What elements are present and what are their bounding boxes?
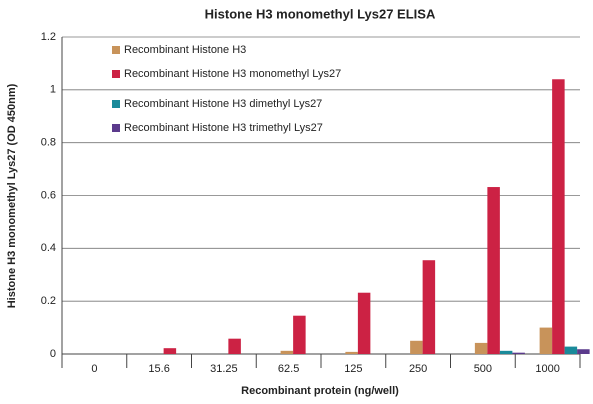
- y-tick-label: 1: [50, 84, 56, 96]
- legend-swatch: [112, 70, 120, 78]
- y-tick-label: 0.6: [41, 189, 56, 201]
- x-axis-title: Recombinant protein (ng/well): [241, 385, 399, 397]
- x-tick-label: 1000: [535, 363, 559, 375]
- x-tick-label: 0: [91, 363, 97, 375]
- x-tick-label: 250: [409, 363, 427, 375]
- bar: [499, 350, 513, 354]
- legend-label: Recombinant Histone H3: [124, 44, 246, 56]
- legend-swatch: [112, 46, 120, 54]
- x-tick-label: 125: [344, 363, 362, 375]
- bar: [280, 350, 294, 354]
- bar: [552, 79, 565, 355]
- bar: [487, 187, 500, 354]
- chart-title: Histone H3 monomethyl Lys27 ELISA: [205, 6, 436, 21]
- bar: [422, 260, 436, 354]
- bar: [345, 351, 358, 354]
- legend-label: Recombinant Histone H3 monomethyl Lys27: [124, 68, 341, 80]
- legend-label: Recombinant Histone H3 dimethyl Lys27: [124, 98, 322, 110]
- legend-swatch: [112, 124, 120, 132]
- bar: [539, 327, 553, 354]
- y-tick-label: 1.2: [41, 31, 56, 43]
- x-tick-label: 62.5: [278, 363, 299, 375]
- x-tick-label: 500: [474, 363, 492, 375]
- y-axis-title: Histone H3 monomethyl Lys27 (OD 450nm): [6, 83, 18, 308]
- y-tick-label: 0: [50, 348, 56, 360]
- bar: [357, 292, 371, 354]
- legend-swatch: [112, 100, 120, 108]
- bar: [410, 340, 423, 354]
- x-tick-label: 31.25: [210, 363, 238, 375]
- bar: [512, 352, 525, 354]
- bar: [474, 342, 488, 354]
- bar: [228, 338, 241, 354]
- y-tick-label: 0.2: [41, 295, 56, 307]
- legend-label: Recombinant Histone H3 trimethyl Lys27: [124, 122, 323, 134]
- bar: [577, 349, 590, 354]
- bar: [293, 315, 306, 354]
- bar: [564, 346, 578, 354]
- bar: [163, 348, 177, 354]
- y-tick-label: 0.8: [41, 137, 56, 149]
- x-tick-label: 15.6: [148, 363, 169, 375]
- y-tick-label: 0.4: [41, 242, 56, 254]
